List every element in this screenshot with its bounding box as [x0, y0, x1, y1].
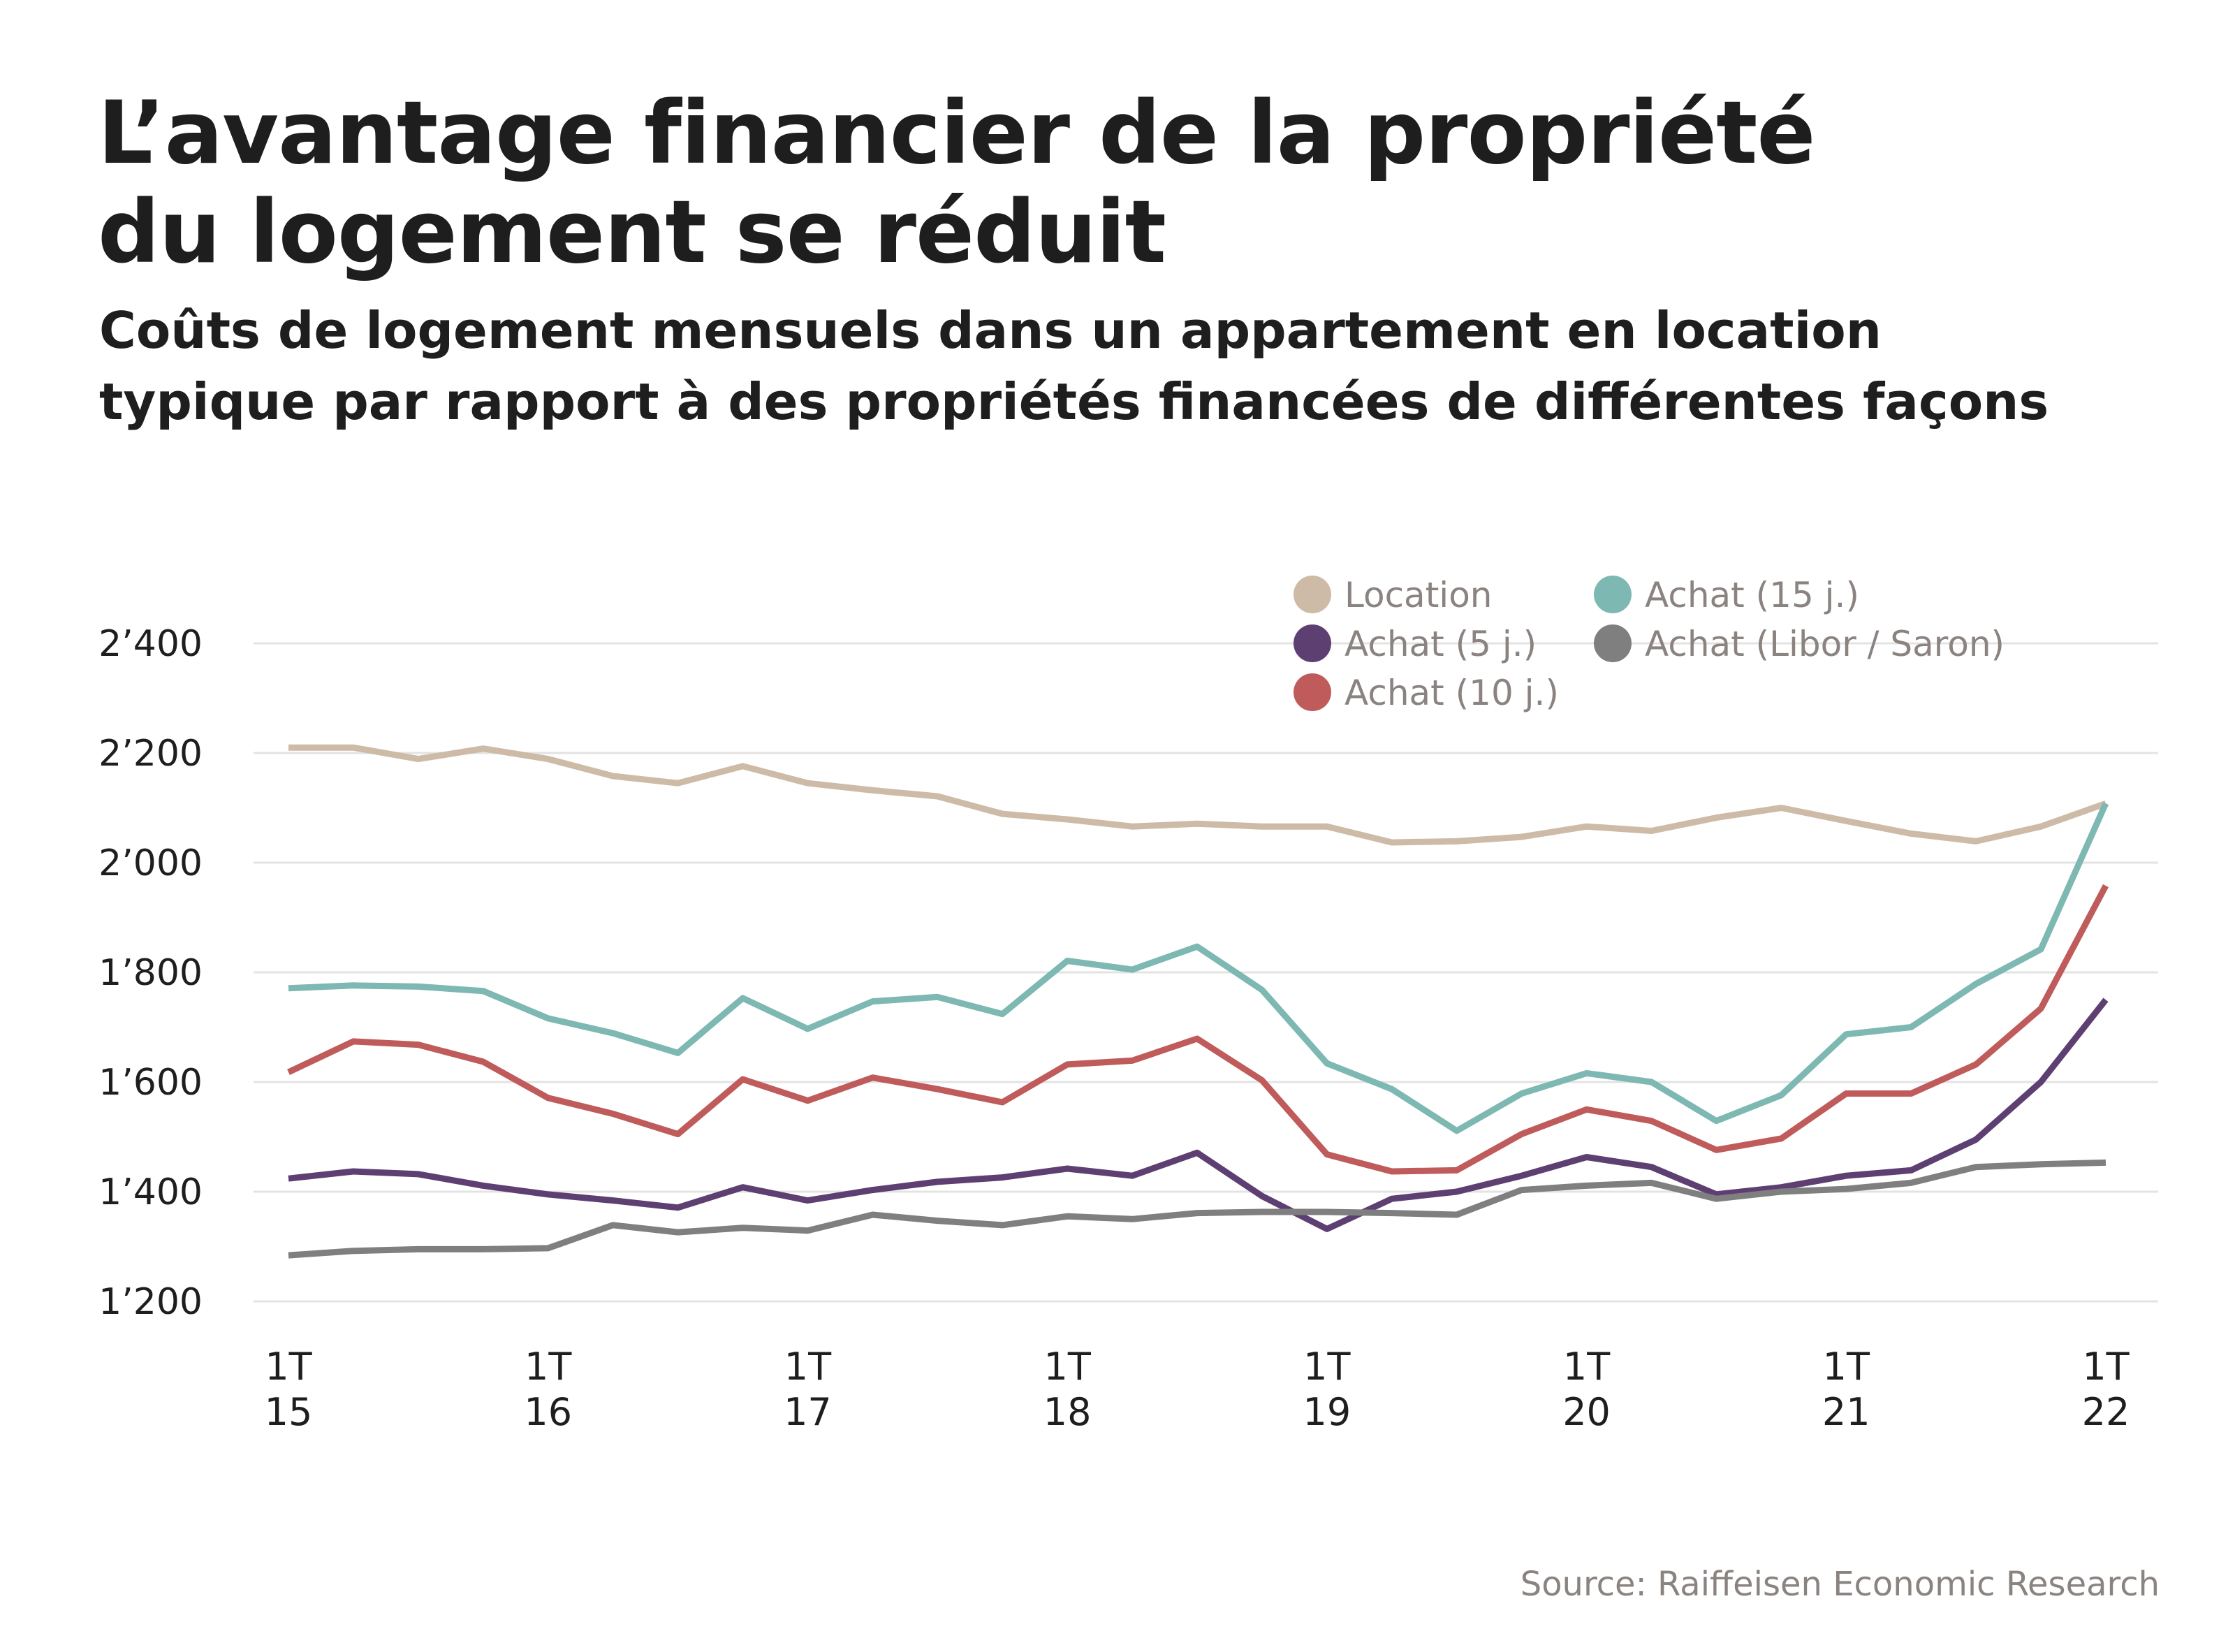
x-tick-label: 18 — [1043, 1390, 1092, 1434]
series-line-location — [288, 744, 2107, 846]
y-tick-label: 2’400 — [98, 623, 203, 665]
legend-label: Location — [1344, 575, 1492, 615]
x-tick-label: 1T — [1303, 1345, 1351, 1389]
legend-marker — [1594, 624, 1632, 662]
x-tick-label: 15 — [265, 1390, 313, 1434]
subtitle-line-2: typique par rapport à des propriétés fin… — [99, 372, 2049, 431]
legend-marker — [1294, 673, 1331, 711]
x-tick-label: 22 — [2082, 1390, 2130, 1434]
y-tick-label: 1’800 — [98, 952, 203, 994]
series-line-achat-libor-saron- — [288, 1159, 2106, 1259]
x-tick-label: 1T — [2082, 1345, 2130, 1389]
legend-marker — [1294, 576, 1331, 613]
x-tick-label: 1T — [525, 1345, 572, 1389]
series-line-achat-5-j- — [288, 997, 2109, 1232]
series-line-achat-10-j- — [287, 884, 2109, 1175]
legend-label: Achat (Libor / Saron) — [1645, 624, 2005, 664]
y-tick-label: 1’400 — [98, 1171, 203, 1213]
legend-marker — [1294, 624, 1331, 662]
y-tick-label: 2’000 — [98, 842, 203, 884]
series-lines — [287, 744, 2109, 1259]
series-line-achat-15-j- — [288, 802, 2109, 1134]
legend-label: Achat (15 j.) — [1645, 575, 1859, 615]
x-tick-label: 20 — [1562, 1390, 1611, 1434]
legend-label: Achat (10 j.) — [1344, 673, 1559, 713]
source-note: Source: Raiffeisen Economic Research — [1520, 1565, 2160, 1604]
chart-subtitle: Coûts de logement mensuels dans un appar… — [99, 295, 2194, 437]
x-tick-label: 1T — [265, 1345, 312, 1389]
subtitle-line-1: Coûts de logement mensuels dans un appar… — [99, 301, 1882, 360]
title-line-2: du logement se réduit — [98, 182, 1166, 283]
y-tick-label: 2’200 — [98, 733, 203, 775]
y-tick-label: 1’600 — [98, 1062, 203, 1104]
y-axis-ticks: 1’200 1’400 1’600 1’800 2’000 2’200 2’400 — [98, 623, 203, 1323]
x-tick-label: 17 — [784, 1390, 832, 1434]
x-tick-label: 16 — [524, 1390, 572, 1434]
x-tick-label: 1T — [1563, 1345, 1611, 1389]
title-line-1: L’avantage financier de la propriété — [98, 83, 1816, 184]
x-tick-label: 21 — [1822, 1390, 1870, 1434]
y-tick-label: 1’200 — [98, 1281, 203, 1323]
legend: Location Achat (15 j.) Achat (5 j.) Achat (… — [1294, 575, 2005, 713]
x-tick-label: 1T — [1823, 1345, 1870, 1389]
x-tick-label: 1T — [784, 1345, 832, 1389]
x-tick-label: 1T — [1043, 1345, 1091, 1389]
chart-title: L’avantage financier de la propriété du … — [98, 83, 1816, 283]
legend-marker — [1594, 576, 1632, 613]
gridlines — [254, 642, 2158, 1303]
x-tick-label: 19 — [1303, 1390, 1351, 1434]
legend-label: Achat (5 j.) — [1344, 624, 1537, 664]
